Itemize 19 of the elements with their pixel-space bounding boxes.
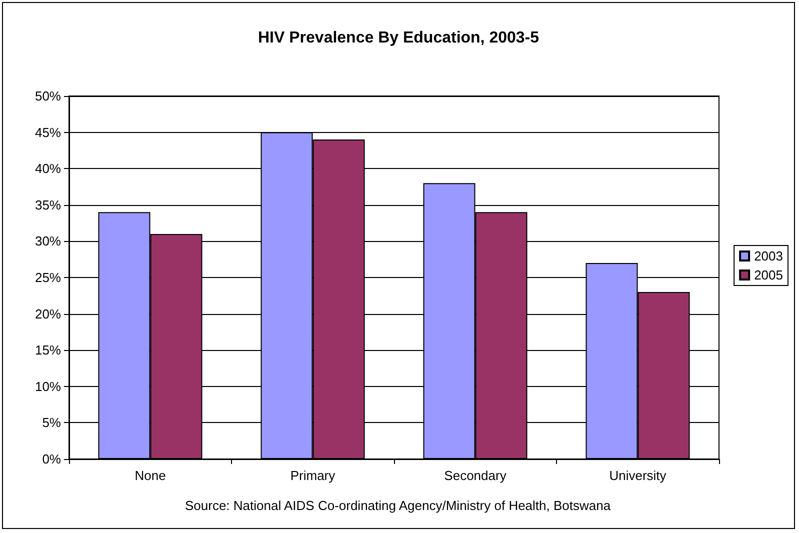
y-tick-label: 10%: [34, 378, 62, 394]
x-tick-label: University: [609, 468, 667, 483]
y-tick-label: 30%: [34, 234, 62, 249]
y-tick-label: 50%: [34, 88, 62, 104]
y-tick-label: 5%: [42, 415, 62, 430]
y-tick-label: 20%: [34, 306, 62, 322]
chart-title: HIV Prevalence By Education, 2003-5: [258, 30, 540, 46]
y-tick-label: 25%: [34, 270, 62, 285]
y-tick-label: 40%: [34, 161, 62, 176]
y-tick-label: 45%: [34, 124, 62, 140]
x-tick-label: None: [134, 468, 166, 483]
y-tick-label: 0%: [42, 452, 62, 466]
y-tick-label: 15%: [34, 342, 62, 358]
source-note: Source: National AIDS Co-ordinating Agency/Ministry of Health, Botswana: [184, 498, 612, 513]
legend-label: 2005: [754, 268, 783, 282]
y-tick-label: 35%: [34, 197, 62, 212]
x-tick-label: Primary: [290, 468, 336, 483]
x-tick-label: Secondary: [444, 468, 507, 483]
legend-label: 2003: [754, 248, 783, 264]
